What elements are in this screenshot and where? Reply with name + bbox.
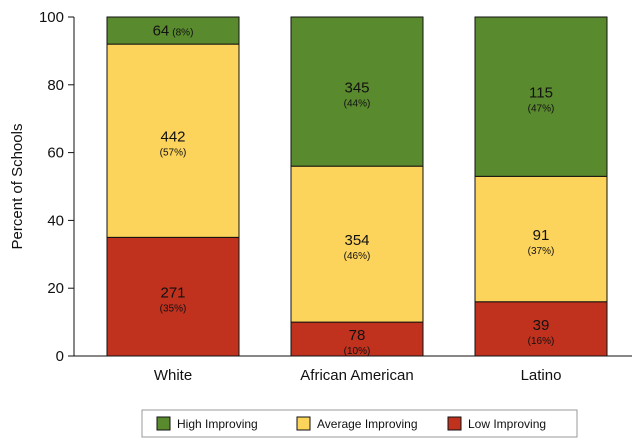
bar-high-improving-african-american xyxy=(290,16,424,167)
legend-swatch-average-improving xyxy=(296,416,311,431)
bar-percent-label: (35%) xyxy=(160,304,187,315)
legend-label-average-improving: Average Improving xyxy=(317,417,418,431)
y-tick-label: 40 xyxy=(47,212,64,229)
bar-average-improving-latino xyxy=(474,175,608,303)
bar-percent-label: (47%) xyxy=(528,104,555,115)
bar-count-label: 115 xyxy=(529,85,553,102)
bar-count-label: 64 xyxy=(153,23,170,40)
x-category-label: African American xyxy=(300,367,413,384)
bar-count-label: 78 xyxy=(349,327,366,344)
bar-inline-label: 64 (8%) xyxy=(153,23,194,40)
bar-percent-label: (8%) xyxy=(172,28,193,39)
bar-count-label: 345 xyxy=(344,80,369,97)
y-tick-label: 60 xyxy=(47,145,64,162)
bar-percent-label: (10%) xyxy=(344,346,371,357)
bar-percent-label: (37%) xyxy=(528,246,555,257)
y-tick-label: 100 xyxy=(39,9,64,26)
x-category-label: Latino xyxy=(521,367,562,384)
legend-box xyxy=(141,409,578,438)
bar-high-improving-latino xyxy=(474,16,608,177)
bar-count-label: 354 xyxy=(344,232,369,249)
bar-low-improving-african-american xyxy=(290,321,424,357)
y-axis: 0 20 40 60 80 100 xyxy=(39,9,75,365)
y-tick-label: 80 xyxy=(47,77,64,94)
bar-average-improving-african-american xyxy=(290,165,424,323)
bar-count-label: 39 xyxy=(533,317,550,334)
bar-count-label: 442 xyxy=(160,129,185,146)
legend-swatch-low-improving xyxy=(447,416,462,431)
x-axis: White African American Latino xyxy=(74,355,632,384)
legend-swatch-high-improving xyxy=(156,416,171,431)
bar-count-label: 271 xyxy=(160,285,185,302)
bar-percent-label: (16%) xyxy=(528,336,555,347)
y-tick-label: 20 xyxy=(47,280,64,297)
x-category-label: White xyxy=(154,367,192,384)
bar-count-label: 91 xyxy=(533,227,550,244)
y-axis-label: Percent of Schools xyxy=(9,124,26,250)
bar-percent-label: (46%) xyxy=(344,251,371,262)
bar-percent-label: (57%) xyxy=(160,148,187,159)
bar-labels: 271 (35%) 442 (57%) 64 (8%) 78 (10%) 354 (46%) 345… xyxy=(153,23,555,357)
bar-average-improving-white xyxy=(106,43,240,238)
bar-low-improving-latino xyxy=(474,301,608,357)
bar-high-improving-white xyxy=(106,16,240,45)
legend: High Improving Average Improving Low Impro… xyxy=(141,409,578,438)
legend-label-low-improving: Low Improving xyxy=(468,417,546,431)
y-tick-label: 0 xyxy=(56,348,64,365)
bars xyxy=(106,16,608,357)
bar-percent-label: (44%) xyxy=(344,99,371,110)
legend-label-high-improving: High Improving xyxy=(177,417,258,431)
